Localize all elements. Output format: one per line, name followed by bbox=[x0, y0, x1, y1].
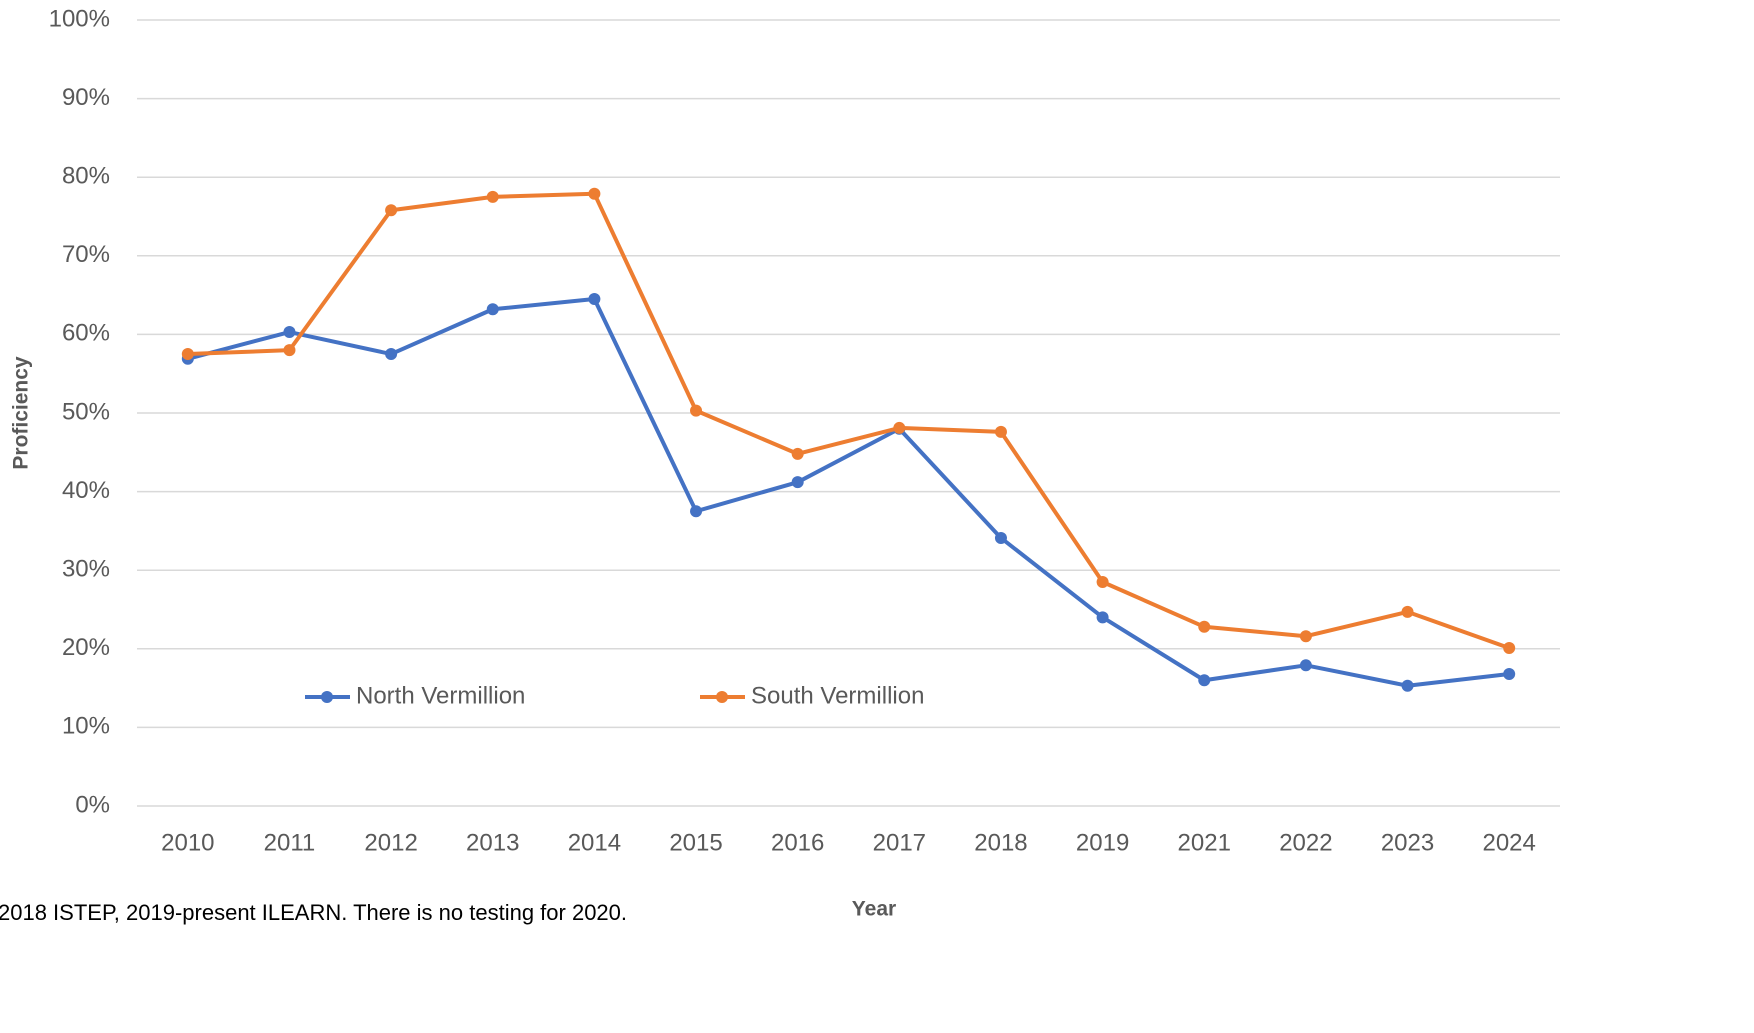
y-tick-label: 0% bbox=[75, 791, 110, 818]
legend-marker bbox=[716, 691, 728, 703]
legend-label: South Vermillion bbox=[751, 682, 924, 709]
y-tick-label: 70% bbox=[62, 241, 110, 268]
x-axis-title: Year bbox=[852, 898, 896, 921]
point bbox=[1299, 630, 1312, 643]
legend-label: North Vermillion bbox=[356, 682, 525, 709]
point bbox=[690, 505, 703, 518]
x-tick-label: 2018 bbox=[974, 829, 1027, 856]
point bbox=[283, 344, 296, 357]
y-axis-title: Proficiency bbox=[10, 356, 33, 470]
x-tick-label: 2022 bbox=[1279, 829, 1332, 856]
point bbox=[893, 421, 906, 434]
series-line bbox=[187, 191, 1510, 650]
x-tick-label: 2010 bbox=[161, 829, 214, 856]
x-tick-label: 2023 bbox=[1381, 829, 1434, 856]
y-tick-label: 90% bbox=[62, 84, 110, 111]
point bbox=[1299, 659, 1312, 672]
y-tick-label: 60% bbox=[62, 320, 110, 347]
x-tick-label: 2012 bbox=[364, 829, 417, 856]
y-tick-label: 50% bbox=[62, 398, 110, 425]
x-tick-label: 2024 bbox=[1482, 829, 1535, 856]
y-tick-label: 100% bbox=[49, 5, 110, 32]
x-tick-label: 2016 bbox=[771, 829, 824, 856]
point bbox=[588, 187, 601, 200]
x-tick-label: 2015 bbox=[669, 829, 722, 856]
point bbox=[385, 348, 398, 361]
point bbox=[486, 303, 499, 316]
legend-marker bbox=[321, 691, 333, 703]
point bbox=[1503, 642, 1516, 655]
point bbox=[994, 531, 1007, 544]
y-tick-label: 80% bbox=[62, 163, 110, 190]
footnote: 2018 ISTEP, 2019-present ILEARN. There i… bbox=[0, 900, 627, 925]
point bbox=[1096, 575, 1109, 588]
y-tick-label: 30% bbox=[62, 556, 110, 583]
point bbox=[1198, 674, 1211, 687]
point bbox=[1401, 679, 1414, 692]
point bbox=[486, 190, 499, 203]
point bbox=[181, 348, 194, 361]
x-tick-label: 2014 bbox=[568, 829, 621, 856]
x-tick-label: 2017 bbox=[873, 829, 926, 856]
y-tick-label: 40% bbox=[62, 477, 110, 504]
y-tick-label: 10% bbox=[62, 713, 110, 740]
point bbox=[385, 204, 398, 217]
point bbox=[588, 293, 601, 306]
point bbox=[994, 425, 1007, 438]
point bbox=[791, 476, 804, 489]
point bbox=[1401, 605, 1414, 618]
x-tick-label: 2019 bbox=[1076, 829, 1129, 856]
point bbox=[1503, 667, 1516, 680]
x-tick-label: 2021 bbox=[1178, 829, 1231, 856]
point bbox=[791, 447, 804, 460]
point bbox=[283, 326, 296, 339]
point bbox=[1198, 620, 1211, 633]
y-tick-label: 20% bbox=[62, 634, 110, 661]
point bbox=[690, 404, 703, 417]
series-line bbox=[187, 297, 1510, 688]
x-tick-label: 2011 bbox=[264, 829, 316, 856]
x-tick-label: 2013 bbox=[466, 829, 519, 856]
point bbox=[1096, 611, 1109, 624]
